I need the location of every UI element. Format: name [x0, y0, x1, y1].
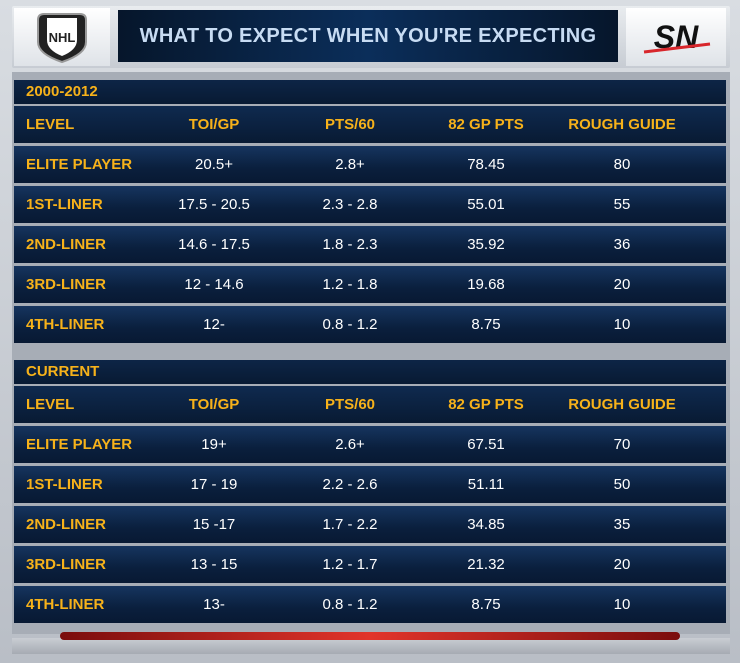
section-title: CURRENT [26, 363, 100, 380]
table-cell-guide: 35 [613, 516, 631, 533]
column-header: PTS/60 [324, 396, 376, 413]
table-cell-guide: 70 [613, 436, 631, 453]
table-cell-level: 3RD-LINER [26, 276, 107, 293]
table-cell-level: 2ND-LINER [26, 236, 107, 253]
table-cell-guide: 20 [613, 556, 631, 573]
table-cell-gp82: 21.32 [467, 556, 505, 573]
table-cell-level: 4TH-LINER [26, 316, 105, 333]
table-cell-level: ELITE PLAYER [26, 156, 133, 173]
column-header: TOI/GP [188, 396, 240, 413]
table-cell-level: 1ST-LINER [26, 476, 103, 493]
column-header: 82 GP PTS [448, 396, 524, 413]
table-cell-guide: 50 [613, 476, 631, 493]
table-cell-gp82: 8.75 [471, 316, 501, 333]
table-cell-level: 1ST-LINER [26, 196, 103, 213]
table-cell-level: 2ND-LINER [26, 516, 107, 533]
table-cell-pts60: 2.8+ [335, 156, 365, 173]
table-row: 4TH-LINER 13- 0.8 - 1.2 8.75 10 [14, 586, 726, 623]
table-cell-pts60: 2.2 - 2.6 [322, 476, 378, 493]
title-banner: WHAT TO EXPECT WHEN YOU'RE EXPECTING [118, 10, 618, 62]
sportsnet-logo-icon: SN [643, 19, 711, 55]
table-cell-pts60: 0.8 - 1.2 [322, 316, 378, 333]
table-row: ELITE PLAYER 20.5+ 2.8+ 78.45 80 [14, 146, 726, 183]
table-cell-toi: 19+ [201, 436, 227, 453]
sn-logo: SN [626, 8, 726, 66]
table-cell-guide: 36 [613, 236, 631, 253]
table-cell-guide: 10 [613, 316, 631, 333]
table-cell-guide: 55 [613, 196, 631, 213]
table-cell-level: 4TH-LINER [26, 596, 105, 613]
table-cell-gp82: 55.01 [467, 196, 505, 213]
table-cell-pts60: 0.8 - 1.2 [322, 596, 378, 613]
column-header: LEVEL [26, 116, 75, 133]
table-row: 2ND-LINER 14.6 - 17.5 1.8 - 2.3 35.92 36 [14, 226, 726, 263]
nhl-shield-icon: NHL [37, 13, 87, 64]
table-cell-level: 3RD-LINER [26, 556, 107, 573]
table-cell-pts60: 2.6+ [335, 436, 365, 453]
footer-accent-bar [60, 632, 680, 640]
table-cell-level: ELITE PLAYER [26, 436, 133, 453]
section-header: 2000-2012 [14, 80, 726, 104]
table-cell-pts60: 1.8 - 2.3 [322, 236, 378, 253]
column-header: ROUGH GUIDE [568, 116, 676, 133]
table-cell-toi: 15 -17 [192, 516, 236, 533]
table-cell-gp82: 19.68 [467, 276, 505, 293]
table-cell-toi: 20.5+ [195, 156, 233, 173]
table-cell-gp82: 34.85 [467, 516, 505, 533]
column-header: TOI/GP [188, 116, 240, 133]
table-cell-pts60: 1.2 - 1.8 [322, 276, 378, 293]
table-row: 3RD-LINER 12 - 14.6 1.2 - 1.8 19.68 20 [14, 266, 726, 303]
table-row: 1ST-LINER 17.5 - 20.5 2.3 - 2.8 55.01 55 [14, 186, 726, 223]
table-row: ELITE PLAYER 19+ 2.6+ 67.51 70 [14, 426, 726, 463]
column-header: ROUGH GUIDE [568, 396, 676, 413]
table-cell-toi: 13- [203, 596, 225, 613]
column-header-row: LEVEL TOI/GP PTS/60 82 GP PTS ROUGH GUIDE [14, 386, 726, 423]
section-header: CURRENT [14, 360, 726, 384]
table-cell-toi: 12 - 14.6 [184, 276, 244, 293]
table-cell-pts60: 1.7 - 2.2 [322, 516, 378, 533]
svg-text:NHL: NHL [49, 30, 76, 45]
footer-base [12, 638, 730, 654]
column-header: LEVEL [26, 396, 75, 413]
table-row: 1ST-LINER 17 - 19 2.2 - 2.6 51.11 50 [14, 466, 726, 503]
table-cell-toi: 13 - 15 [190, 556, 238, 573]
table-cell-toi: 17 - 19 [190, 476, 238, 493]
table-cell-gp82: 67.51 [467, 436, 505, 453]
table-cell-guide: 10 [613, 596, 631, 613]
column-header: 82 GP PTS [448, 116, 524, 133]
table-cell-gp82: 35.92 [467, 236, 505, 253]
table-cell-pts60: 1.2 - 1.7 [322, 556, 378, 573]
table-cell-guide: 80 [613, 156, 631, 173]
table-cell-toi: 17.5 - 20.5 [178, 196, 250, 213]
table-cell-gp82: 51.11 [467, 476, 505, 493]
table-cell-guide: 20 [613, 276, 631, 293]
table-row: 4TH-LINER 12- 0.8 - 1.2 8.75 10 [14, 306, 726, 343]
nhl-logo: NHL [14, 8, 110, 66]
section-title: 2000-2012 [26, 83, 98, 100]
table-row: 2ND-LINER 15 -17 1.7 - 2.2 34.85 35 [14, 506, 726, 543]
table-cell-toi: 14.6 - 17.5 [178, 236, 250, 253]
column-header-row: LEVEL TOI/GP PTS/60 82 GP PTS ROUGH GUIDE [14, 106, 726, 143]
table-cell-toi: 12- [203, 316, 225, 333]
table-cell-pts60: 2.3 - 2.8 [322, 196, 378, 213]
page-title: WHAT TO EXPECT WHEN YOU'RE EXPECTING [139, 24, 597, 47]
table-cell-gp82: 8.75 [471, 596, 501, 613]
table-cell-gp82: 78.45 [467, 156, 505, 173]
column-header: PTS/60 [324, 116, 376, 133]
table-row: 3RD-LINER 13 - 15 1.2 - 1.7 21.32 20 [14, 546, 726, 583]
